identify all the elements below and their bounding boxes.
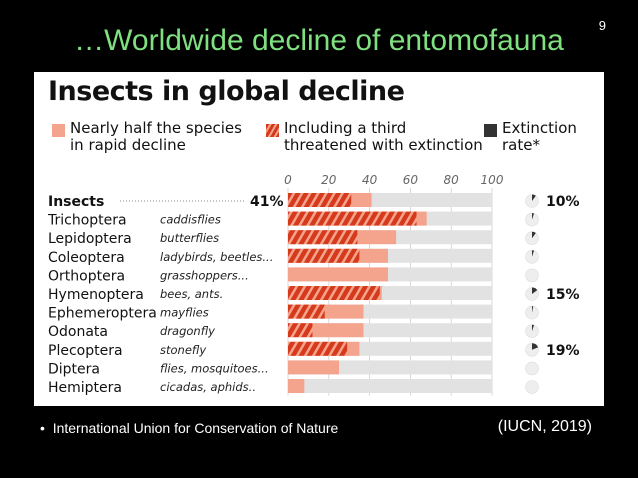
extinction-pie-slice bbox=[532, 343, 539, 350]
extinction-pie-slice bbox=[532, 213, 535, 220]
bar-decline bbox=[288, 267, 388, 282]
bar-threatened bbox=[288, 211, 417, 226]
extinction-pie-slice bbox=[532, 231, 536, 239]
common-name-label: caddisflies bbox=[160, 213, 221, 227]
tick-label: 60 bbox=[403, 173, 419, 187]
value-label: 41% bbox=[250, 194, 284, 210]
extinction-pie-slice bbox=[532, 306, 534, 313]
bar-threatened bbox=[288, 286, 380, 300]
legend-swatch-extinction bbox=[484, 124, 497, 137]
bar-threatened bbox=[288, 341, 348, 356]
category-label: Orthoptera bbox=[48, 268, 125, 284]
legend-swatch-decline bbox=[52, 124, 65, 137]
category-label: Coleoptera bbox=[48, 250, 125, 266]
category-label: Plecoptera bbox=[48, 343, 123, 359]
chart-panel: Insects in global decline Nearly half th… bbox=[34, 72, 604, 406]
common-name-label: stonefly bbox=[160, 343, 206, 357]
bar-threatened bbox=[288, 304, 325, 319]
legend-label-decline: Nearly half the species in rapid decline bbox=[70, 119, 242, 154]
common-name-label: grasshoppers... bbox=[160, 268, 249, 282]
extinction-rate-label: 10% bbox=[546, 194, 580, 210]
bar-threatened bbox=[288, 248, 360, 263]
common-name-label: dragonfly bbox=[160, 324, 215, 338]
legend-label-threatened: Including a third threatened with extinc… bbox=[284, 119, 483, 154]
bar-threatened bbox=[288, 230, 358, 245]
common-name-label: bees, ants. bbox=[160, 287, 223, 301]
extinction-pie-slice bbox=[532, 250, 535, 257]
category-label: Diptera bbox=[48, 361, 100, 377]
category-label: Hemiptera bbox=[48, 380, 122, 396]
extinction-pie-slice bbox=[532, 324, 535, 332]
bullet-dot: • bbox=[40, 420, 53, 436]
bar-background bbox=[288, 379, 492, 393]
tick-label: 20 bbox=[321, 173, 337, 187]
extinction-pie-bg bbox=[525, 268, 539, 283]
chart-title: Insects in global decline bbox=[48, 76, 405, 107]
common-name-label: ladybirds, beetles... bbox=[160, 250, 273, 264]
extinction-pie-slice bbox=[532, 194, 536, 201]
bar-threatened bbox=[288, 323, 313, 338]
footer-bullet: • International Union for Conservation o… bbox=[40, 420, 338, 436]
category-label: Lepidoptera bbox=[48, 231, 132, 247]
extinction-pie-bg bbox=[525, 380, 539, 394]
tick-label: 80 bbox=[444, 173, 460, 187]
bar-decline bbox=[288, 379, 305, 393]
slide-title: …Worldwide decline of entomofauna bbox=[74, 24, 564, 57]
common-name-label: mayflies bbox=[160, 306, 209, 320]
legend-label-extinction: Extinction rate* bbox=[502, 119, 577, 154]
footer-bullet-text: International Union for Conservation of … bbox=[52, 420, 339, 436]
legend-swatch-threatened bbox=[266, 124, 279, 137]
extinction-pie-bg bbox=[525, 361, 539, 376]
slide-number: 9 bbox=[598, 18, 606, 33]
extinction-pie-slice bbox=[532, 287, 538, 294]
tick-label: 40 bbox=[362, 173, 378, 187]
common-name-label: butterflies bbox=[160, 231, 219, 245]
extinction-rate-label: 15% bbox=[546, 287, 580, 303]
common-name-label: cicadas, aphids.. bbox=[160, 380, 256, 394]
tick-label: 100 bbox=[481, 173, 504, 187]
category-label: Odonata bbox=[48, 324, 108, 340]
category-label: Hymenoptera bbox=[48, 287, 144, 303]
category-label: Ephemeroptera bbox=[48, 306, 157, 322]
tick-label: 0 bbox=[284, 173, 292, 187]
extinction-rate-label: 19% bbox=[546, 343, 580, 359]
bar-decline bbox=[288, 360, 339, 375]
common-name-label: flies, mosquitoes... bbox=[160, 361, 269, 375]
footer-citation: (IUCN, 2019) bbox=[497, 418, 592, 435]
bar-threatened bbox=[288, 193, 352, 207]
category-label: Trichoptera bbox=[47, 213, 127, 229]
chart-svg: 0 20 40 60 80 100 Insects 41% 10% Trichoptera cadd… bbox=[47, 173, 580, 396]
category-label: Insects bbox=[48, 194, 104, 210]
